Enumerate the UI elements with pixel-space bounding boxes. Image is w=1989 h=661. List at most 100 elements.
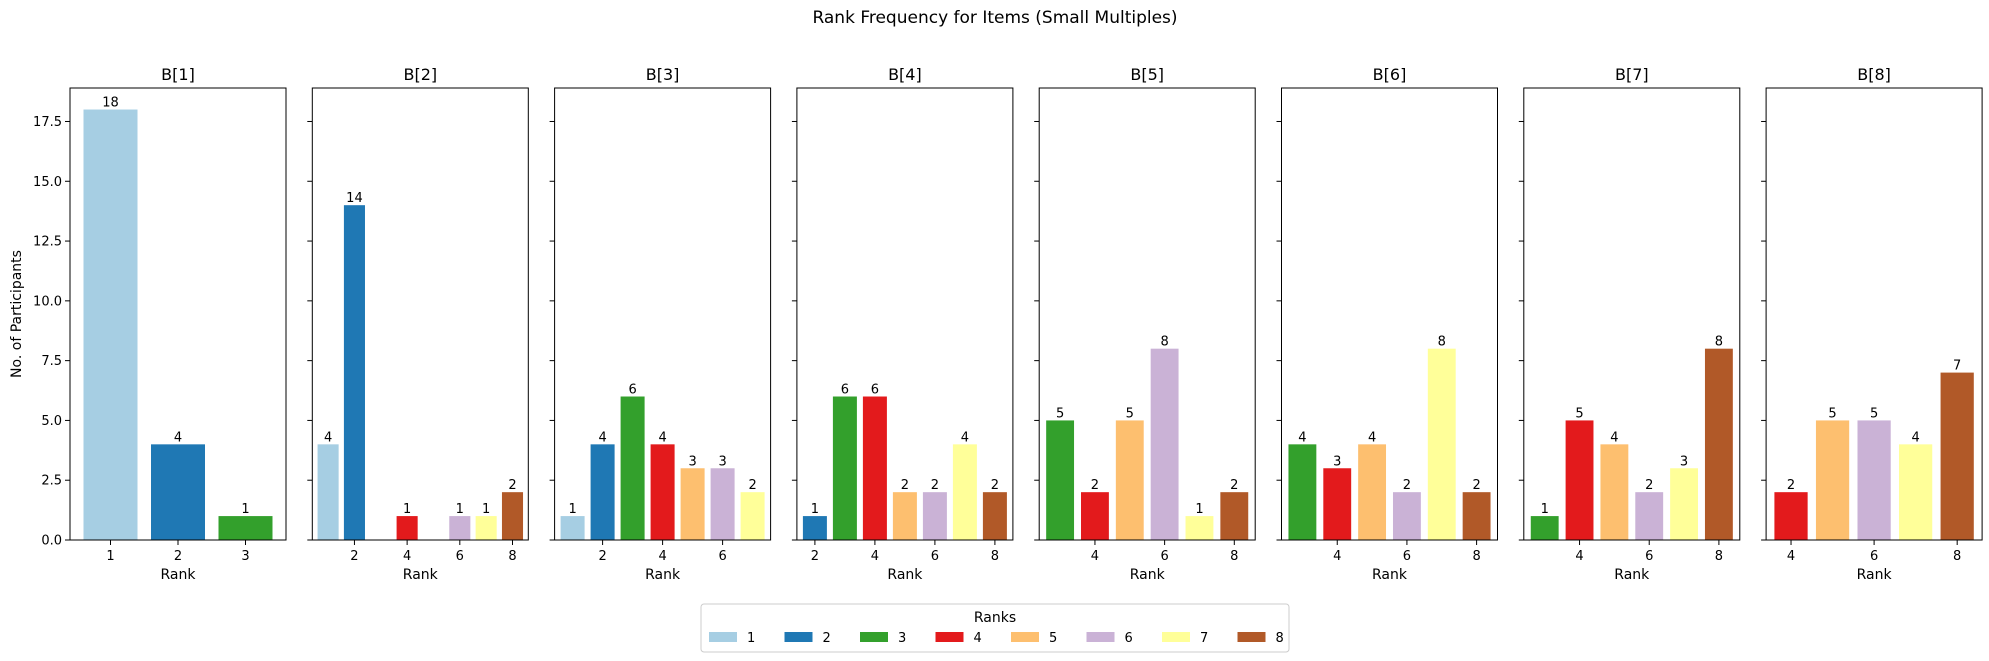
legend-item: 1 <box>709 631 755 646</box>
bar-value-label: 2 <box>508 478 516 493</box>
bar <box>1670 468 1698 540</box>
bar-value-label: 14 <box>346 191 363 206</box>
bar <box>1530 516 1559 540</box>
y-tick-label: 12.5 <box>33 235 62 250</box>
bar-value-label: 2 <box>1091 478 1099 493</box>
bar <box>740 492 765 540</box>
bar <box>710 468 735 540</box>
bar-value-label: 2 <box>931 478 939 493</box>
bar-value-label: 6 <box>841 383 849 398</box>
bar <box>1815 420 1850 540</box>
panel-7: 1 5 4 2 3 8 B[7] 4 6 8 Rank <box>1518 65 1741 583</box>
x-tick-label: 6 <box>456 549 464 564</box>
x-tick-label: 6 <box>931 549 939 564</box>
legend-item: 6 <box>1086 631 1133 646</box>
bar-value-label: 5 <box>1056 406 1064 421</box>
panel-5: 5 2 5 8 1 2 B[5] 4 6 8 Rank <box>1034 65 1256 583</box>
bar <box>892 492 917 540</box>
x-tick-label: 2 <box>174 549 182 564</box>
x-tick-label: 1 <box>106 549 114 564</box>
bar <box>1392 492 1421 540</box>
legend-swatch <box>860 632 888 642</box>
bar-value-label: 1 <box>811 502 819 517</box>
bar-value-label: 1 <box>456 502 464 517</box>
x-tick-label: 6 <box>1870 549 1878 564</box>
legend-label: 3 <box>898 631 906 646</box>
bar-value-label: 5 <box>1828 406 1836 421</box>
legend-label: 5 <box>1049 631 1057 646</box>
bar <box>1046 420 1075 540</box>
x-axis-label: Rank <box>1614 567 1650 583</box>
bar <box>343 205 365 540</box>
bar-value-label: 6 <box>871 383 879 398</box>
bar <box>218 516 273 540</box>
bar-value-label: 6 <box>628 383 636 398</box>
bar-value-label: 1 <box>568 502 576 517</box>
bar-value-label: 3 <box>718 454 726 469</box>
bar <box>650 444 675 540</box>
legend-item: 7 <box>1162 631 1208 646</box>
bar-value-label: 4 <box>1610 430 1618 445</box>
legend: Ranks 1 2 3 4 5 6 7 8 <box>700 603 1290 653</box>
bar-value-label: 8 <box>1438 335 1446 350</box>
x-axis-label: Rank <box>161 567 197 583</box>
legend-title: Ranks <box>974 610 1016 626</box>
legend-swatch <box>784 632 813 642</box>
x-tick-label: 6 <box>1160 549 1168 564</box>
bar-value-label: 1 <box>1541 502 1549 517</box>
x-tick-label: 6 <box>1403 549 1411 564</box>
bar <box>1288 444 1317 540</box>
legend-label: 7 <box>1200 631 1208 646</box>
bar <box>680 468 705 540</box>
x-tick-label: 6 <box>1645 549 1653 564</box>
x-tick-label: 8 <box>991 549 999 564</box>
legend-frame <box>700 603 1290 653</box>
x-tick-label: 2 <box>598 549 606 564</box>
chart-title: Rank Frequency for Items (Small Multiple… <box>812 8 1177 28</box>
bar <box>1600 444 1629 540</box>
bar-value-label: 4 <box>324 430 332 445</box>
bar-value-label: 2 <box>748 478 756 493</box>
bar-value-label: 4 <box>961 430 969 445</box>
panel-frame <box>1281 87 1498 541</box>
bar-value-label: 4 <box>1298 430 1306 445</box>
panel-title: B[3] <box>646 65 680 84</box>
bar <box>802 516 827 540</box>
panel-title: B[2] <box>403 65 437 84</box>
y-tick-label: 5.0 <box>41 414 62 429</box>
legend-swatch <box>1086 632 1115 642</box>
bar <box>1704 348 1733 540</box>
bar-value-label: 3 <box>1333 454 1341 469</box>
bar-value-label: 1 <box>241 502 249 517</box>
legend-swatch <box>1011 632 1039 642</box>
legend-label: 8 <box>1276 631 1284 646</box>
x-tick-label: 2 <box>811 549 819 564</box>
y-tick-label: 15.0 <box>33 175 62 190</box>
panel-frame <box>1523 87 1741 541</box>
panel-frame <box>311 87 529 541</box>
x-tick-label: 8 <box>508 549 516 564</box>
x-axis-label: Rank <box>645 567 681 583</box>
bar-value-label: 2 <box>991 478 999 493</box>
legend-swatch <box>1237 632 1266 642</box>
bar-value-label: 3 <box>1680 454 1688 469</box>
bar-value-label: 2 <box>1403 478 1411 493</box>
x-tick-label: 4 <box>1787 549 1795 564</box>
bar <box>1185 516 1214 540</box>
panel-title: B[6] <box>1373 65 1407 84</box>
bar <box>1774 492 1808 540</box>
legend-swatch <box>935 632 964 642</box>
y-tick-label: 10.0 <box>33 294 62 309</box>
bar-value-label: 2 <box>901 478 909 493</box>
bar <box>1899 444 1933 540</box>
y-tick-label: 0.0 <box>41 534 62 549</box>
bar <box>1220 492 1249 540</box>
bar <box>1857 420 1891 540</box>
x-tick-label: 2 <box>350 549 358 564</box>
bar <box>1940 372 1974 540</box>
x-axis-label: Rank <box>887 567 923 583</box>
bar-value-label: 8 <box>1160 335 1168 350</box>
bar-value-label: 7 <box>1953 359 1961 374</box>
bar <box>1323 468 1352 540</box>
x-axis-label: Rank <box>1857 567 1893 583</box>
